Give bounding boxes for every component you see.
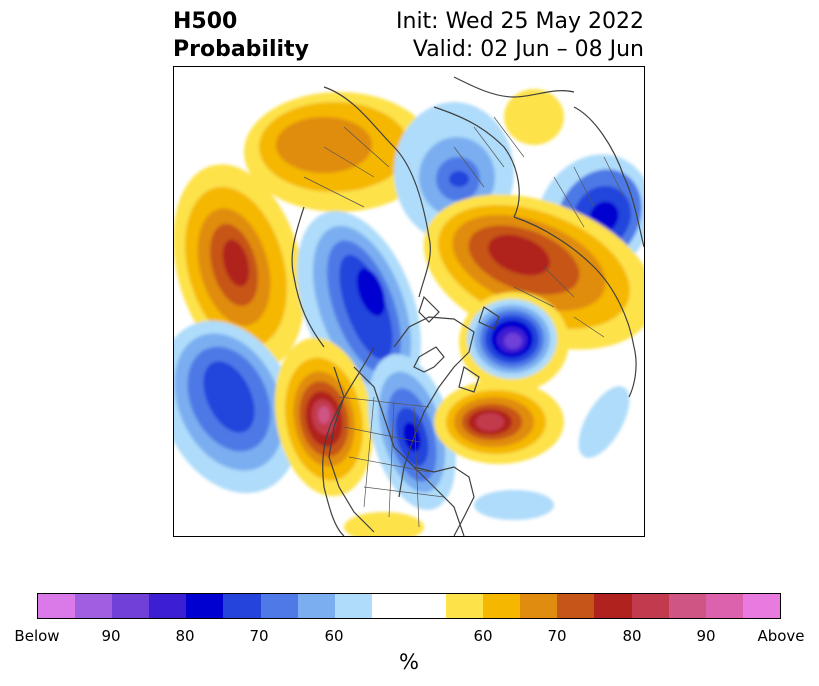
colorbar-segment xyxy=(334,594,372,618)
colorbar-segment xyxy=(223,594,261,618)
colorbar-segment xyxy=(38,594,76,618)
probability-map xyxy=(173,66,645,537)
colorbar-segment xyxy=(594,594,632,618)
colorbar xyxy=(37,593,781,619)
colorbar-segment xyxy=(112,594,150,618)
probability-contours xyxy=(174,89,644,536)
colorbar-tick-label: 60 xyxy=(473,627,493,645)
colorbar-segment xyxy=(668,594,706,618)
coastlines xyxy=(291,76,644,536)
colorbar-tick-label: 60 xyxy=(324,627,344,645)
colorbar-tick-label: 80 xyxy=(175,627,195,645)
colorbar-segment xyxy=(186,594,224,618)
colorbar-segment xyxy=(631,594,669,618)
colorbar-segment xyxy=(371,594,409,618)
colorbar-tick-label: Below xyxy=(14,627,60,645)
borders xyxy=(303,116,625,528)
colorbar-tick-label: Above xyxy=(757,627,805,645)
colorbar-segment xyxy=(149,594,187,618)
colorbar-segment xyxy=(408,594,447,618)
colorbar-segment xyxy=(260,594,298,618)
map-canvas xyxy=(174,76,644,536)
title-line-1: H500 xyxy=(173,9,238,34)
colorbar-segment xyxy=(446,594,484,618)
date-info: Init: Wed 25 May 2022 Valid: 02 Jun – 08… xyxy=(396,8,644,64)
chart-title: H500 Probability xyxy=(173,8,309,64)
colorbar-segment xyxy=(520,594,558,618)
title-line-2: Probability xyxy=(173,37,309,62)
colorbar-unit: % xyxy=(399,650,419,674)
colorbar-tick-label: 80 xyxy=(622,627,642,645)
colorbar-tick-label: 90 xyxy=(101,627,121,645)
colorbar-segment xyxy=(742,594,780,618)
colorbar-tick-label: 90 xyxy=(696,627,716,645)
colorbar-segment xyxy=(297,594,335,618)
colorbar-segment xyxy=(705,594,743,618)
colorbar-segment xyxy=(483,594,521,618)
colorbar-tick-label: 70 xyxy=(547,627,567,645)
colorbar-segment xyxy=(557,594,595,618)
init-date: Init: Wed 25 May 2022 xyxy=(396,9,644,34)
valid-range: Valid: 02 Jun – 08 Jun xyxy=(412,37,644,62)
colorbar-segment xyxy=(75,594,113,618)
colorbar-tick-label: 70 xyxy=(249,627,269,645)
